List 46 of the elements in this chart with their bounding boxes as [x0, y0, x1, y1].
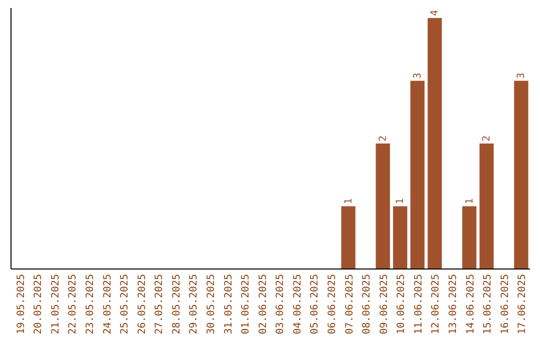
data-label: 4 [430, 10, 441, 16]
bar [462, 206, 476, 269]
data-label: 2 [378, 135, 389, 142]
x-tick-label: 10.06.2025 [396, 274, 408, 334]
x-tick-label: 31.05.2025 [223, 274, 234, 334]
x-tick-label: 29.05.2025 [188, 274, 200, 334]
x-tick-label: 14.06.2025 [465, 274, 476, 334]
bar [428, 18, 442, 269]
x-tick-label: 16.06.2025 [500, 274, 511, 334]
x-tick-label: 07.06.2025 [344, 274, 356, 334]
bar [514, 80, 528, 269]
x-tick-label: 03.06.2025 [275, 274, 286, 334]
x-tick-label: 09.06.2025 [378, 274, 390, 334]
x-tick-label: 28.05.2025 [171, 274, 182, 334]
x-tick-label: 26.05.2025 [136, 274, 148, 334]
x-tick-label: 06.06.2025 [327, 274, 338, 334]
bar [341, 206, 356, 269]
bar [393, 206, 408, 269]
bar [376, 144, 390, 269]
x-tick-label: 30.05.2025 [206, 274, 217, 334]
x-tick-label: 21.05.2025 [50, 274, 62, 334]
x-tick-label: 12.06.2025 [430, 274, 442, 334]
x-tick-label: 01.06.2025 [240, 274, 252, 334]
data-label: 1 [395, 198, 406, 204]
x-tick-label: 05.06.2025 [310, 274, 321, 334]
data-label: 3 [516, 72, 528, 79]
data-label: 1 [343, 198, 354, 204]
x-tick-label: 17.06.2025 [517, 274, 528, 334]
bar [410, 80, 425, 269]
x-tick-label: 02.06.2025 [258, 274, 269, 334]
x-tick-label: 22.05.2025 [68, 274, 79, 334]
x-tick-label: 23.05.2025 [84, 274, 96, 334]
x-tick-label: 08.06.2025 [362, 274, 373, 334]
x-tick-label: 13.06.2025 [448, 274, 460, 334]
bar [480, 144, 494, 269]
x-tick-label: 19.05.2025 [16, 274, 27, 334]
x-tick-label: 27.05.2025 [154, 274, 166, 334]
data-label: 3 [412, 72, 424, 79]
x-tick-label: 25.05.2025 [120, 274, 131, 334]
x-tick-label: 24.05.2025 [102, 274, 114, 334]
x-tick-label: 15.06.2025 [482, 274, 494, 334]
x-tick-label: 20.05.2025 [33, 274, 44, 334]
x-tick-label: 11.06.2025 [413, 274, 424, 334]
x-tick-label: 04.06.2025 [292, 274, 304, 334]
data-label: 2 [482, 135, 493, 142]
data-label: 1 [464, 198, 476, 204]
